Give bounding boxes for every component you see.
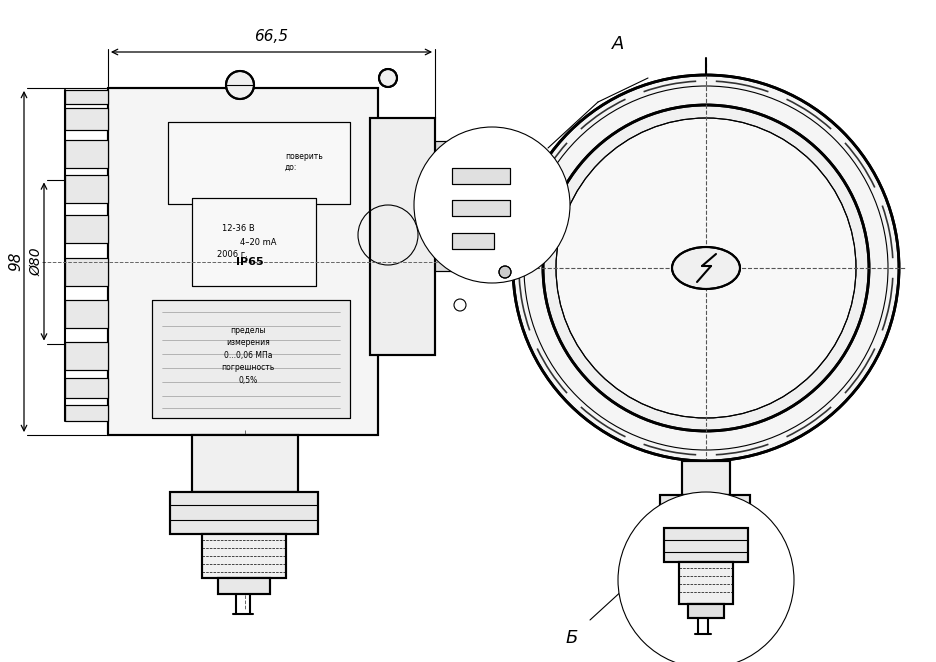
Text: 12-36 В: 12-36 В bbox=[222, 224, 255, 232]
Bar bbox=[65, 300, 108, 328]
Bar bbox=[676, 538, 730, 582]
Bar bbox=[218, 578, 270, 594]
Bar bbox=[192, 198, 316, 286]
Bar bbox=[152, 300, 350, 418]
Bar bbox=[664, 528, 748, 562]
Bar bbox=[218, 578, 270, 594]
Text: А: А bbox=[612, 35, 624, 53]
Bar bbox=[452, 233, 494, 249]
Bar bbox=[65, 342, 108, 370]
Text: Б: Б bbox=[566, 629, 578, 647]
Bar bbox=[452, 200, 510, 216]
Bar bbox=[65, 175, 108, 203]
Circle shape bbox=[556, 118, 856, 418]
Bar bbox=[370, 118, 435, 355]
Bar bbox=[65, 215, 108, 243]
Bar bbox=[65, 215, 108, 243]
Bar bbox=[65, 405, 108, 421]
Text: IP65: IP65 bbox=[236, 257, 264, 267]
Bar bbox=[688, 604, 724, 618]
Bar bbox=[660, 495, 750, 538]
Bar bbox=[679, 562, 733, 604]
Bar bbox=[676, 538, 730, 582]
Text: 66,5: 66,5 bbox=[255, 28, 288, 44]
Bar bbox=[170, 492, 318, 534]
Text: Ø80: Ø80 bbox=[29, 247, 43, 276]
Bar bbox=[65, 140, 108, 168]
Bar bbox=[682, 461, 730, 495]
Bar bbox=[435, 176, 477, 194]
Bar bbox=[452, 233, 494, 249]
Text: пределы
измерения
0...0,06 МПа
погрешность
0,5%: пределы измерения 0...0,06 МПа погрешнос… bbox=[222, 326, 274, 385]
Bar bbox=[688, 604, 724, 618]
Circle shape bbox=[543, 105, 869, 431]
Bar bbox=[202, 534, 286, 578]
Bar bbox=[65, 90, 108, 104]
Bar bbox=[65, 258, 108, 286]
Bar bbox=[65, 258, 108, 286]
Bar bbox=[170, 492, 318, 534]
Bar bbox=[679, 562, 733, 604]
Circle shape bbox=[513, 75, 899, 461]
Text: 4–20 mA: 4–20 mA bbox=[240, 238, 276, 246]
Text: поверить
до:: поверить до: bbox=[285, 152, 323, 172]
Bar bbox=[65, 108, 108, 130]
Bar bbox=[435, 211, 477, 229]
Bar bbox=[452, 200, 510, 216]
Bar bbox=[435, 253, 477, 271]
Bar bbox=[682, 461, 730, 495]
Bar bbox=[65, 405, 108, 421]
Circle shape bbox=[379, 69, 397, 87]
Bar bbox=[370, 118, 435, 355]
Bar bbox=[65, 378, 108, 398]
Bar bbox=[435, 253, 477, 271]
Bar bbox=[685, 582, 721, 598]
Circle shape bbox=[226, 71, 254, 99]
Bar bbox=[65, 342, 108, 370]
Bar bbox=[192, 198, 316, 286]
Bar bbox=[192, 435, 298, 492]
Bar bbox=[685, 582, 721, 598]
Circle shape bbox=[618, 492, 794, 662]
Bar bbox=[192, 435, 298, 492]
Bar bbox=[168, 122, 350, 204]
Bar bbox=[202, 534, 286, 578]
Bar bbox=[65, 108, 108, 130]
Text: 2006 г.: 2006 г. bbox=[216, 250, 247, 258]
Circle shape bbox=[499, 266, 511, 278]
Bar bbox=[108, 88, 378, 435]
Bar bbox=[152, 300, 350, 418]
Bar bbox=[435, 176, 477, 194]
Bar bbox=[452, 168, 510, 184]
Bar bbox=[664, 528, 748, 562]
Text: 98: 98 bbox=[8, 252, 23, 271]
Bar bbox=[65, 300, 108, 328]
Bar bbox=[452, 168, 510, 184]
Bar bbox=[65, 140, 108, 168]
Bar bbox=[65, 175, 108, 203]
Bar bbox=[108, 88, 378, 435]
Bar bbox=[660, 495, 750, 538]
Bar bbox=[65, 90, 108, 104]
Bar bbox=[435, 141, 477, 159]
Bar bbox=[65, 378, 108, 398]
Bar bbox=[435, 141, 477, 159]
Bar bbox=[435, 211, 477, 229]
Ellipse shape bbox=[672, 247, 740, 289]
Bar bbox=[168, 122, 350, 204]
Circle shape bbox=[414, 127, 570, 283]
